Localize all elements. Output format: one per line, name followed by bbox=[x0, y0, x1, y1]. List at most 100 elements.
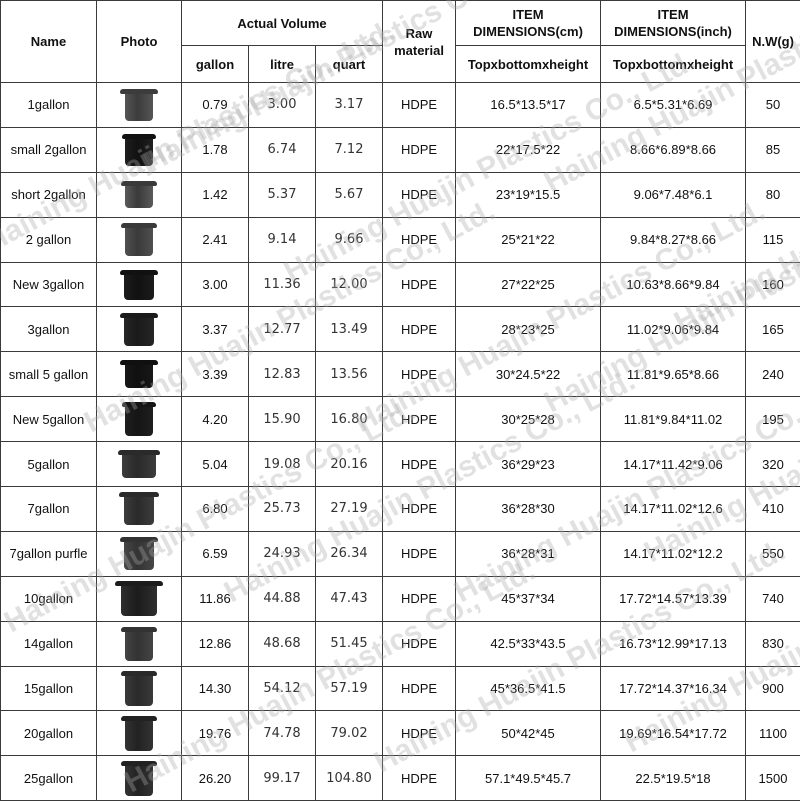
net-weight: 85 bbox=[746, 127, 800, 172]
volume-litre: 74.78 bbox=[249, 711, 316, 756]
volume-gallon: 0.79 bbox=[182, 83, 249, 128]
volume-gallon: 3.00 bbox=[182, 262, 249, 307]
volume-litre: 11.36 bbox=[249, 262, 316, 307]
net-weight: 240 bbox=[746, 352, 800, 397]
dimensions-inch: 17.72*14.37*16.34 bbox=[601, 666, 746, 711]
dimensions-inch: 11.81*9.65*8.66 bbox=[601, 352, 746, 397]
dimensions-cm: 22*17.5*22 bbox=[456, 127, 601, 172]
volume-quart: 3.17 bbox=[316, 83, 383, 128]
plant-pot-icon bbox=[122, 402, 156, 436]
dimensions-cm: 57.1*49.5*45.7 bbox=[456, 756, 601, 801]
volume-litre: 54.12 bbox=[249, 666, 316, 711]
dimensions-inch: 9.06*7.48*6.1 bbox=[601, 172, 746, 217]
product-name: 15gallon bbox=[1, 666, 97, 711]
product-photo bbox=[97, 352, 182, 397]
volume-gallon: 1.78 bbox=[182, 127, 249, 172]
volume-litre: 12.77 bbox=[249, 307, 316, 352]
plant-pot-icon bbox=[121, 223, 157, 256]
product-photo bbox=[97, 172, 182, 217]
raw-material: HDPE bbox=[383, 83, 456, 128]
dimensions-cm: 23*19*15.5 bbox=[456, 172, 601, 217]
volume-gallon: 1.42 bbox=[182, 172, 249, 217]
volume-quart: 13.56 bbox=[316, 352, 383, 397]
volume-quart: 47.43 bbox=[316, 576, 383, 621]
header-dimensions-cm-sub: Topxbottomxheight bbox=[456, 46, 601, 83]
volume-gallon: 6.59 bbox=[182, 531, 249, 576]
product-photo bbox=[97, 442, 182, 487]
volume-gallon: 3.37 bbox=[182, 307, 249, 352]
raw-material: HDPE bbox=[383, 127, 456, 172]
dimensions-cm: 36*29*23 bbox=[456, 442, 601, 487]
volume-litre: 12.83 bbox=[249, 352, 316, 397]
dimensions-inch: 9.84*8.27*8.66 bbox=[601, 217, 746, 262]
header-dimensions-inch-line2: DIMENSIONS(inch) bbox=[614, 24, 732, 39]
header-litre: litre bbox=[249, 46, 316, 83]
net-weight: 830 bbox=[746, 621, 800, 666]
dimensions-cm: 28*23*25 bbox=[456, 307, 601, 352]
header-actual-volume: Actual Volume bbox=[182, 1, 383, 46]
plant-pot-icon bbox=[121, 627, 157, 661]
volume-gallon: 6.80 bbox=[182, 487, 249, 532]
dimensions-inch: 11.81*9.84*11.02 bbox=[601, 397, 746, 442]
dimensions-cm: 27*22*25 bbox=[456, 262, 601, 307]
plant-pot-icon bbox=[121, 671, 157, 706]
dimensions-cm: 16.5*13.5*17 bbox=[456, 83, 601, 128]
product-photo bbox=[97, 576, 182, 621]
raw-material: HDPE bbox=[383, 307, 456, 352]
raw-material: HDPE bbox=[383, 352, 456, 397]
header-quart: quart bbox=[316, 46, 383, 83]
volume-quart: 7.12 bbox=[316, 127, 383, 172]
plant-pot-icon bbox=[115, 581, 163, 616]
volume-gallon: 2.41 bbox=[182, 217, 249, 262]
volume-litre: 6.74 bbox=[249, 127, 316, 172]
header-dimensions-inch-line1: ITEM bbox=[657, 7, 688, 22]
net-weight: 115 bbox=[746, 217, 800, 262]
product-name: 7gallon bbox=[1, 487, 97, 532]
net-weight: 160 bbox=[746, 262, 800, 307]
header-gallon: gallon bbox=[182, 46, 249, 83]
header-name: Name bbox=[1, 1, 97, 83]
plant-pot-icon bbox=[121, 181, 157, 208]
product-name: small 2gallon bbox=[1, 127, 97, 172]
net-weight: 165 bbox=[746, 307, 800, 352]
dimensions-inch: 10.63*8.66*9.84 bbox=[601, 262, 746, 307]
volume-litre: 5.37 bbox=[249, 172, 316, 217]
volume-litre: 24.93 bbox=[249, 531, 316, 576]
dimensions-inch: 14.17*11.02*12.2 bbox=[601, 531, 746, 576]
product-photo bbox=[97, 83, 182, 128]
volume-litre: 44.88 bbox=[249, 576, 316, 621]
plant-pot-icon bbox=[120, 360, 158, 388]
volume-gallon: 11.86 bbox=[182, 576, 249, 621]
volume-gallon: 19.76 bbox=[182, 711, 249, 756]
raw-material: HDPE bbox=[383, 262, 456, 307]
net-weight: 195 bbox=[746, 397, 800, 442]
net-weight: 900 bbox=[746, 666, 800, 711]
volume-quart: 57.19 bbox=[316, 666, 383, 711]
net-weight: 1100 bbox=[746, 711, 800, 756]
product-photo bbox=[97, 711, 182, 756]
header-dimensions-cm: ITEM DIMENSIONS(cm) bbox=[456, 1, 601, 46]
dimensions-cm: 50*42*45 bbox=[456, 711, 601, 756]
dimensions-cm: 30*25*28 bbox=[456, 397, 601, 442]
volume-quart: 79.02 bbox=[316, 711, 383, 756]
volume-quart: 13.49 bbox=[316, 307, 383, 352]
net-weight: 1500 bbox=[746, 756, 800, 801]
volume-gallon: 4.20 bbox=[182, 397, 249, 442]
product-name: 20gallon bbox=[1, 711, 97, 756]
header-dimensions-cm-line1: ITEM bbox=[512, 7, 543, 22]
product-name: 5gallon bbox=[1, 442, 97, 487]
volume-gallon: 12.86 bbox=[182, 621, 249, 666]
product-photo bbox=[97, 397, 182, 442]
volume-quart: 12.00 bbox=[316, 262, 383, 307]
header-photo: Photo bbox=[97, 1, 182, 83]
dimensions-cm: 25*21*22 bbox=[456, 217, 601, 262]
plant-pot-icon bbox=[119, 492, 159, 525]
header-dimensions-cm-line2: DIMENSIONS(cm) bbox=[473, 24, 583, 39]
